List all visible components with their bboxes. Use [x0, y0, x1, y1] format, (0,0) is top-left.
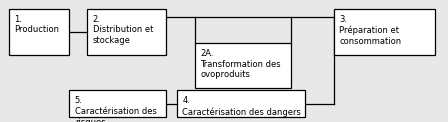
FancyBboxPatch shape [177, 90, 305, 117]
Text: 5.
Caractérisation des
risques: 5. Caractérisation des risques [75, 96, 157, 122]
FancyBboxPatch shape [69, 90, 166, 117]
Text: 3.
Préparation et
consommation: 3. Préparation et consommation [339, 15, 401, 46]
Text: 2.
Distribution et
stockage: 2. Distribution et stockage [93, 15, 153, 45]
FancyBboxPatch shape [87, 9, 166, 55]
FancyBboxPatch shape [195, 43, 291, 88]
Text: 1.
Production: 1. Production [14, 15, 59, 34]
FancyBboxPatch shape [334, 9, 435, 55]
Text: 4.
Caractérisation des dangers: 4. Caractérisation des dangers [182, 96, 301, 117]
FancyBboxPatch shape [9, 9, 69, 55]
Text: 2A.
Transformation des
ovoproduits: 2A. Transformation des ovoproduits [200, 49, 281, 79]
